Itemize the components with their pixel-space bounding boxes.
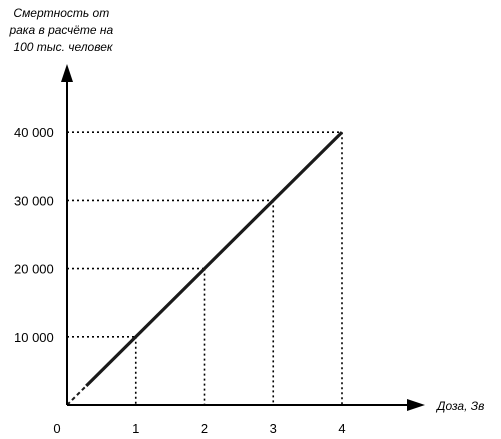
dose-response-line [85, 131, 344, 388]
x-tick-label-4: 4 [338, 421, 345, 436]
extrapolation-dashed-line [66, 385, 87, 406]
y-axis-title: Смертность от рака в расчёте на 100 тыс.… [8, 6, 116, 54]
y-tick-label-2: 20 000 [14, 262, 54, 277]
reference-lines [67, 131, 343, 405]
y-axis-arrow-icon [61, 64, 73, 82]
y-tick-labels: 10 000 20 000 30 000 40 000 [14, 125, 54, 345]
x-tick-label-3: 3 [270, 421, 277, 436]
y-tick-label-1: 10 000 [14, 330, 54, 345]
x-tick-label-1: 1 [132, 421, 139, 436]
y-tick-label-4: 40 000 [14, 125, 54, 140]
x-tick-labels: 1 2 3 4 [132, 421, 345, 436]
y-axis-title-line-1: Смертность от [13, 6, 109, 20]
y-tick-label-3: 30 000 [14, 193, 54, 208]
x-tick-label-2: 2 [201, 421, 208, 436]
series-lines [66, 131, 344, 406]
y-axis-title-line-2: рака в расчёте на [8, 23, 113, 37]
x-axis-arrow-icon [407, 399, 425, 411]
axes [61, 64, 425, 411]
origin-label: 0 [53, 421, 60, 436]
x-axis-title: Доза, Зв [435, 399, 484, 413]
y-axis-title-line-3: 100 тыс. человек [13, 40, 113, 54]
